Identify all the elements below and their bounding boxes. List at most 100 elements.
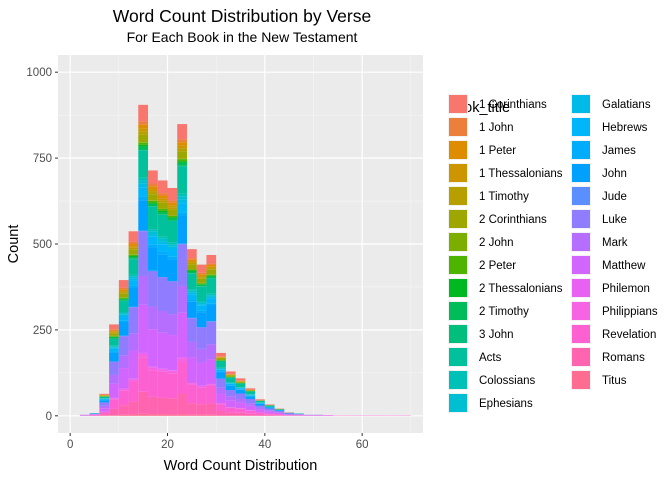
bar-segment-1-corinthians	[119, 280, 129, 288]
bar-segment-matthew	[226, 400, 236, 407]
bar-segment-mark	[158, 311, 168, 333]
bar-segment-romans	[265, 415, 275, 416]
legend-item-john: John	[571, 163, 627, 183]
legend-item-ephesians: Ephesians	[448, 393, 533, 413]
legend-label: Colossians	[479, 375, 535, 387]
legend-label: Ephesians	[479, 398, 533, 410]
bar-segment-luke	[197, 328, 207, 349]
bar-segment-acts	[129, 259, 139, 274]
bar-segment-mark	[226, 396, 236, 400]
bar-segment-1-john	[129, 242, 139, 244]
legend-label: 2 Thessalonians	[479, 283, 563, 295]
bar-segment-galatians	[158, 242, 168, 245]
bar-segment-1-john	[148, 184, 158, 187]
legend-swatch	[449, 348, 467, 366]
bar-segment-luke	[168, 281, 178, 314]
bar-segment-galatians	[216, 369, 226, 370]
legend-label: 2 Corinthians	[479, 214, 547, 226]
bar-segment-colossians	[197, 301, 207, 302]
y-axis-title: Count	[6, 225, 22, 264]
bar-segment-jude	[138, 231, 148, 232]
bar-segment-luke	[187, 318, 197, 342]
bar-segment-john	[197, 312, 207, 327]
legend-label: 2 Timothy	[479, 306, 529, 318]
bar-segment-philemon	[138, 353, 148, 354]
bar-segment-1-corinthians	[226, 371, 236, 373]
bar-segment-james	[158, 252, 168, 255]
bar-segment-james	[216, 372, 226, 373]
bar-segment-luke	[255, 406, 265, 408]
legend-item-2-peter: 2 Peter	[448, 255, 516, 275]
bar-segment-mark	[197, 349, 207, 363]
bar-segment-luke	[138, 231, 148, 276]
legend-label: Matthew	[602, 260, 646, 272]
bar-segment-2-timothy	[148, 204, 158, 206]
bar-segment-matthew	[177, 313, 187, 358]
bar-segment-2-corinthians	[109, 334, 119, 336]
bar-segment-revelation	[158, 372, 168, 398]
bar-segment-luke	[265, 409, 275, 411]
bar-segment-mark	[148, 307, 158, 330]
bar-segment-luke	[129, 307, 139, 333]
legend-item-titus: Titus	[571, 370, 627, 390]
bar-segment-2-corinthians	[177, 151, 187, 159]
bar-segment-ephesians	[187, 291, 197, 293]
bar-segment-revelation	[90, 415, 100, 416]
legend-label: Revelation	[602, 329, 656, 341]
x-tick-label: 0	[67, 439, 73, 451]
bar-segment-revelation	[148, 370, 158, 397]
bar-segment-titus	[109, 415, 119, 416]
legend-item-mark: Mark	[571, 232, 628, 252]
bar-segment-2-thessalonians	[197, 284, 207, 285]
bar-segment-romans	[206, 403, 216, 414]
bar-segment-1-thessalonians	[206, 267, 216, 268]
legend-item-james: James	[571, 140, 636, 160]
bar-segment-mark	[206, 344, 216, 359]
bar-segment-revelation	[129, 381, 139, 401]
bar-segment-philemon	[158, 369, 168, 370]
bar-segment-philippians	[109, 398, 119, 399]
bar-segment-galatians	[206, 297, 216, 299]
bar-segment-1-corinthians	[265, 404, 275, 405]
legend-label: Mark	[602, 237, 628, 249]
bar-segment-john	[177, 215, 187, 243]
bar-segment-luke	[158, 277, 168, 311]
bar-segment-mark	[245, 403, 255, 406]
legend-label: 1 Thessalonians	[479, 168, 563, 180]
bar-segment-titus	[148, 414, 158, 416]
legend-label: 1 Peter	[479, 145, 516, 157]
bar-segment-revelation	[138, 357, 148, 391]
bar-segment-luke	[216, 379, 226, 388]
bar-segment-romans	[187, 403, 197, 415]
bar-segment-1-thessalonians	[158, 198, 168, 200]
legend-label: Jude	[602, 191, 627, 203]
bar-segment-1-timothy	[197, 277, 207, 278]
bar-segment-hebrews	[99, 399, 109, 400]
bar-segment-matthew	[197, 363, 207, 386]
bar-segment-1-corinthians	[99, 394, 109, 395]
bar-segment-galatians	[168, 247, 178, 250]
bar-segment-colossians	[177, 194, 187, 196]
bar-segment-revelation	[265, 413, 275, 414]
legend-item-2-thessalonians: 2 Thessalonians	[448, 278, 563, 298]
bar-segment-1-thessalonians	[119, 291, 129, 292]
bar-segment-1-corinthians	[197, 265, 207, 273]
bar-segment-1-thessalonians	[129, 246, 139, 248]
bar-segment-revelation	[187, 385, 197, 403]
legend-swatch	[572, 325, 590, 343]
bar-segment-james	[197, 311, 207, 313]
bar-segment-matthew	[236, 402, 246, 408]
bar-segment-mark	[129, 333, 139, 350]
legend-swatch	[449, 371, 467, 389]
bar-segment-acts	[216, 362, 226, 368]
legend-swatch	[449, 279, 467, 297]
bar-segment-hebrews	[226, 384, 236, 385]
bar-segment-2-corinthians	[158, 203, 168, 209]
bar-segment-mark	[99, 406, 109, 408]
bar-segment-hebrews	[206, 299, 216, 304]
bar-segment-3-john	[177, 166, 187, 167]
bar-segment-mark	[265, 410, 275, 411]
bar-segment-revelation	[226, 408, 236, 413]
bar-segment-luke	[206, 322, 216, 345]
bar-segment-hebrews	[129, 280, 139, 285]
